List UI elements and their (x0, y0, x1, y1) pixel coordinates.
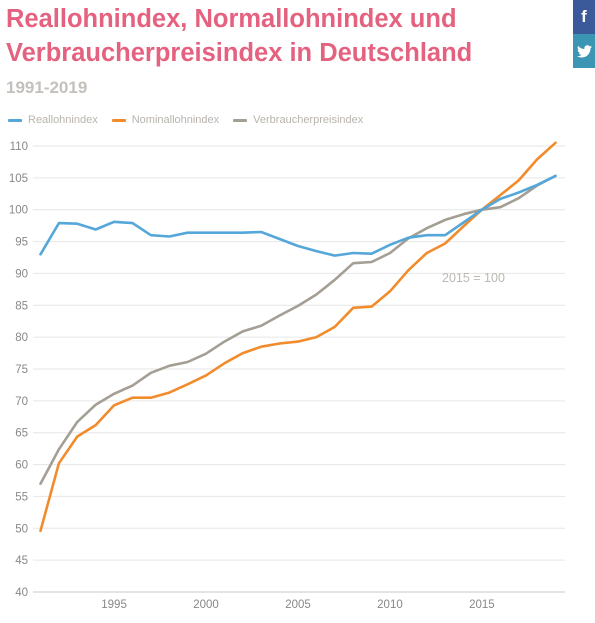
series-line-verbraucherpreisindex[interactable] (39, 174, 557, 486)
y-tick-label: 40 (15, 587, 28, 599)
chart-subtitle: 1991-2019 (6, 78, 88, 97)
y-tick-label: 110 (10, 141, 28, 153)
legend-label-reallohnindex: Reallohnindex (28, 114, 98, 126)
x-tick-label: 2015 (469, 599, 495, 611)
series-line-nominallohnindex[interactable] (39, 141, 557, 533)
chart-series (39, 141, 557, 533)
y-tick-label: 75 (15, 364, 28, 376)
facebook-share-button[interactable]: f (573, 0, 595, 34)
chart-grid (33, 145, 565, 593)
y-tick-label: 95 (15, 237, 28, 249)
y-tick-label: 70 (15, 396, 28, 408)
y-tick-label: 80 (15, 332, 28, 344)
x-tick-label: 1995 (101, 599, 127, 611)
y-tick-label: 90 (15, 268, 28, 280)
legend-item-nominallohnindex[interactable]: Nominallohnindex (111, 114, 220, 126)
y-axis-ticks: 40 45 50 55 60 65 70 75 80 85 90 95 100 105 110 (9, 141, 28, 599)
facebook-icon: f (581, 7, 587, 26)
y-tick-label: 105 (9, 173, 28, 185)
legend-item-verbraucherpreisindex[interactable]: Verbraucherpreisindex (233, 114, 363, 126)
legend-label-nominallohnindex: Nominallohnindex (131, 114, 220, 126)
legend-swatch-reallohnindex (8, 118, 22, 122)
chart-legend: Reallohnindex Nominallohnindex Verbrauch… (8, 113, 377, 127)
annotation-base-year: 2015 = 100 (442, 271, 505, 285)
y-tick-label: 100 (9, 205, 28, 217)
legend-swatch-nominallohnindex (111, 118, 126, 122)
y-tick-label: 65 (15, 428, 28, 440)
y-tick-label: 50 (15, 523, 28, 535)
x-tick-label: 2010 (377, 599, 403, 611)
legend-item-reallohnindex[interactable]: Reallohnindex (8, 114, 98, 126)
y-tick-label: 85 (15, 300, 28, 312)
y-tick-label: 60 (15, 460, 28, 472)
twitter-icon (576, 44, 592, 57)
x-tick-label: 2005 (285, 599, 311, 611)
x-axis-ticks: 1995 2000 2005 2010 2015 (101, 599, 494, 611)
legend-swatch-verbraucherpreisindex (233, 118, 248, 122)
legend-label-verbraucherpreisindex: Verbraucherpreisindex (253, 114, 364, 126)
y-tick-label: 45 (15, 555, 28, 567)
x-tick-label: 2000 (193, 599, 219, 611)
twitter-share-button[interactable] (573, 34, 595, 68)
chart-title: Reallohnindex, Normallohnindex und Verbr… (6, 5, 473, 67)
y-tick-label: 55 (15, 491, 28, 503)
series-line-reallohnindex[interactable] (39, 174, 557, 257)
